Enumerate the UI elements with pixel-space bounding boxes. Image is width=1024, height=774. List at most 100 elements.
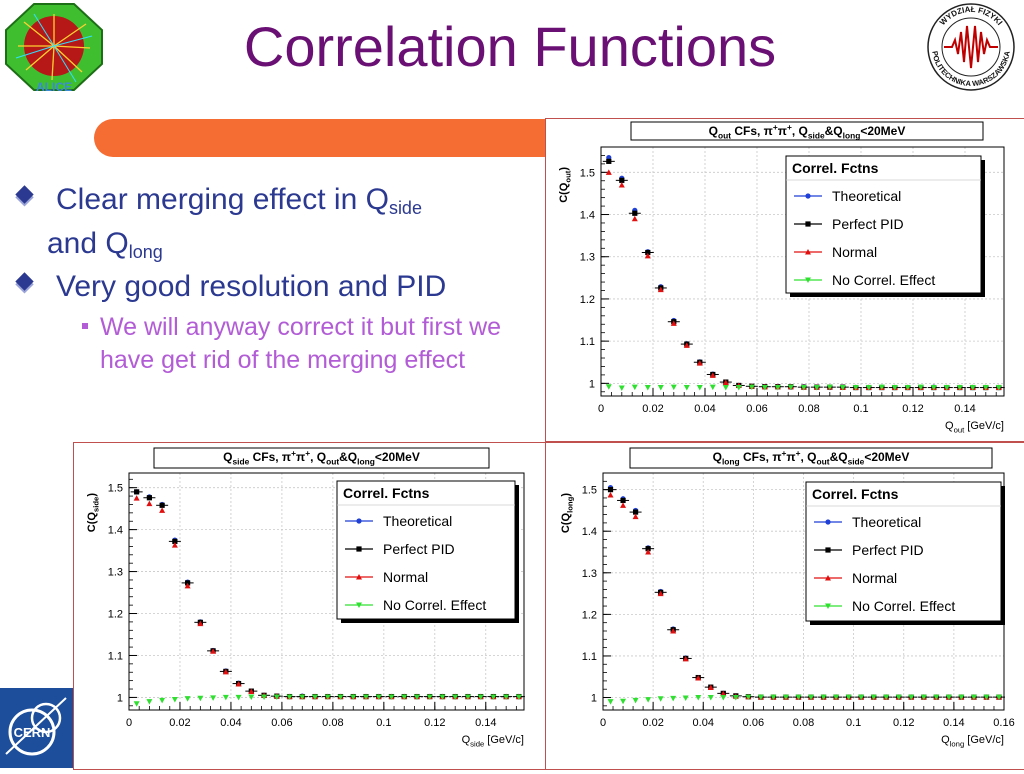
chart-qside: Qside CFs, π+π+, Qout&Qlong<20MeV 0 0.02 0.… [73,442,546,770]
x-axis-label: Qside [GeV/c] [462,734,524,748]
data-point [748,384,755,391]
slide-title: Correlation Functions [243,15,777,78]
diamond-bullet-icon [15,185,34,204]
alice-logo: ALICE [4,2,104,94]
x-axis-label: Qlong [GeV/c] [941,734,1004,748]
data-point [632,210,638,216]
legend-marker [825,575,831,581]
data-point [800,385,807,391]
data-point [657,385,664,391]
data-point [995,694,1002,701]
data-point [670,695,677,702]
legend-entry: Theoretical [852,514,921,530]
x-tick-label: 0 [598,403,604,415]
y-tick-label: 1.2 [580,294,595,306]
data-point [852,385,859,391]
data-point [632,513,639,520]
legend-box [336,480,516,620]
legend-entry: Perfect PID [383,541,455,557]
data-point [184,582,191,589]
alice-logo-text: ALICE [36,80,72,92]
legend-entry: Normal [852,570,897,586]
diamond-bullet-icon [15,272,34,291]
y-tick-label: 1.3 [582,568,597,580]
data-point [878,384,885,391]
data-point [146,699,153,705]
legend-entry: Theoretical [832,188,901,204]
data-point [969,385,976,391]
y-tick-label: 1.1 [108,650,123,662]
data-point [618,181,625,188]
data-point [133,701,140,707]
x-tick-label: 0 [600,717,606,729]
data-point [813,385,820,391]
data-point [782,694,789,701]
x-tick-label: 0.04 [693,717,714,729]
data-point [607,699,614,705]
chart-qout-svg: Qout CFs, π+π+, Qside&Qlong<20MeV 0 0.02 0.… [558,121,1005,434]
data-point [605,169,612,175]
series-no-correl-effect [605,384,1002,391]
y-axis-label: C(Qlong) [560,493,574,533]
chart-title: Qside CFs, π+π+, Qout&Qlong<20MeV [223,448,420,466]
y-axis-label: C(Qout) [558,167,572,203]
square-bullet-icon [82,322,88,329]
data-point [286,694,293,700]
sub-bullet-correct: We will anyway correct it but first we h… [10,311,530,379]
legend-marker [805,277,811,283]
chart-title-box [630,121,984,141]
data-point [826,384,833,391]
data-point [464,694,471,700]
data-point [722,385,729,391]
bullet-merging: Clear merging effect in Qside and Qlong [10,178,530,265]
x-tick-label: 0.08 [798,403,819,415]
data-point [883,694,890,701]
bullet-list: Clear merging effect in Qside and Qlong … [10,178,530,378]
data-point [722,379,729,385]
data-point [709,372,716,378]
data-point [657,696,664,702]
data-point [210,695,217,701]
data-point [184,696,191,702]
x-tick-label: 0.08 [322,717,343,729]
data-point [645,249,651,256]
data-point [720,690,727,697]
data-point [904,385,911,391]
y-tick-label: 1.4 [580,210,595,222]
x-tick-label: 0.1 [376,717,391,729]
chart-qside-svg: Qside CFs, π+π+, Qout&Qlong<20MeV 0 0.02 0.… [86,447,525,748]
x-tick-label: 0.14 [943,717,964,729]
y-tick-label: 1.2 [108,609,123,621]
plot-frame [600,146,1005,397]
y-tick-label: 1.2 [582,609,597,621]
y-tick-label: 1.4 [582,526,597,538]
data-point [324,694,331,700]
data-point [709,384,716,391]
data-point [503,694,510,700]
data-point [970,694,977,701]
title-underline-bar [94,119,546,157]
y-tick-label: 1 [589,378,595,390]
x-tick-label: 0.08 [793,717,814,729]
chart-qlong: Qlong CFs, π+π+, Qout&Qside<20MeV 0 0.02 0.… [545,442,1024,770]
data-point [261,694,268,700]
y-axis-label: C(Qside) [86,493,100,533]
x-tick-label: 0.14 [475,717,496,729]
data-point [839,385,846,391]
data-point [657,286,664,293]
x-tick-label: 0.02 [642,403,663,415]
data-point [670,384,677,391]
data-point [222,668,229,675]
data-point [171,542,178,548]
x-tick-label: 0.16 [993,717,1014,729]
data-point [363,694,369,700]
data-point [732,695,739,701]
legend-marker [805,221,811,227]
legend-entry: No Correl. Effect [852,598,955,614]
data-point [707,684,714,691]
legend-entry: No Correl. Effect [832,272,935,288]
data-point [235,680,242,687]
data-point [426,694,433,700]
data-point [607,492,614,498]
data-point [620,698,627,705]
